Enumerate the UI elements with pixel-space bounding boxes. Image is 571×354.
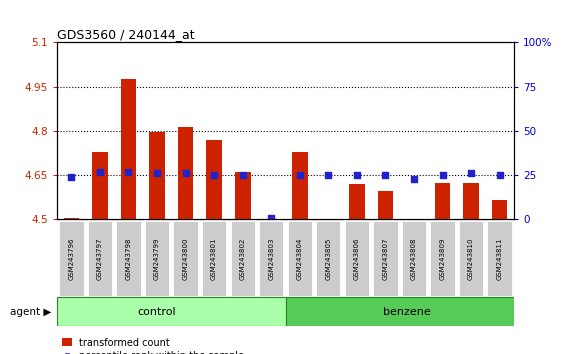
FancyBboxPatch shape xyxy=(459,221,483,296)
Text: GSM243796: GSM243796 xyxy=(69,237,74,280)
Point xyxy=(438,172,447,178)
FancyBboxPatch shape xyxy=(145,221,169,296)
FancyBboxPatch shape xyxy=(202,221,226,296)
Bar xyxy=(149,132,165,219)
Bar xyxy=(92,152,108,219)
FancyBboxPatch shape xyxy=(174,221,198,296)
Text: GSM243799: GSM243799 xyxy=(154,237,160,280)
Bar xyxy=(349,184,365,219)
Legend: transformed count, percentile rank within the sample: transformed count, percentile rank withi… xyxy=(62,338,244,354)
FancyBboxPatch shape xyxy=(345,221,369,296)
Text: GSM243797: GSM243797 xyxy=(97,237,103,280)
Bar xyxy=(492,200,508,219)
Point xyxy=(409,176,419,182)
Point xyxy=(210,172,219,178)
Point xyxy=(124,169,133,175)
Text: GSM243800: GSM243800 xyxy=(183,237,188,280)
Bar xyxy=(435,183,451,219)
FancyBboxPatch shape xyxy=(373,221,397,296)
Bar xyxy=(292,152,308,219)
FancyBboxPatch shape xyxy=(259,221,283,296)
Text: GSM243809: GSM243809 xyxy=(440,237,445,280)
Point xyxy=(67,174,76,180)
Point xyxy=(295,172,304,178)
Point xyxy=(324,172,333,178)
Bar xyxy=(120,79,136,219)
Point xyxy=(181,171,190,176)
Text: GSM243810: GSM243810 xyxy=(468,237,474,280)
Bar xyxy=(463,183,479,219)
Point xyxy=(467,171,476,176)
Text: GSM243807: GSM243807 xyxy=(383,237,388,280)
Text: benzene: benzene xyxy=(383,307,431,316)
Bar xyxy=(377,192,393,219)
Bar xyxy=(57,297,286,326)
FancyBboxPatch shape xyxy=(488,221,512,296)
Text: agent ▶: agent ▶ xyxy=(10,307,51,316)
Text: GDS3560 / 240144_at: GDS3560 / 240144_at xyxy=(57,28,195,41)
Bar xyxy=(63,218,79,219)
Point xyxy=(495,172,504,178)
Text: GSM243802: GSM243802 xyxy=(240,237,246,280)
FancyBboxPatch shape xyxy=(316,221,340,296)
Text: control: control xyxy=(138,307,176,316)
Bar xyxy=(235,172,251,219)
Text: GSM243804: GSM243804 xyxy=(297,237,303,280)
Bar xyxy=(206,140,222,219)
FancyBboxPatch shape xyxy=(59,221,83,296)
Point xyxy=(152,171,162,176)
Bar xyxy=(286,297,528,326)
Bar xyxy=(178,127,194,219)
Point xyxy=(95,169,104,175)
FancyBboxPatch shape xyxy=(402,221,426,296)
FancyBboxPatch shape xyxy=(231,221,255,296)
Text: GSM243798: GSM243798 xyxy=(126,237,131,280)
Point xyxy=(238,172,247,178)
FancyBboxPatch shape xyxy=(88,221,112,296)
FancyBboxPatch shape xyxy=(288,221,312,296)
Text: GSM243805: GSM243805 xyxy=(325,237,331,280)
Text: GSM243801: GSM243801 xyxy=(211,237,217,280)
Text: GSM243808: GSM243808 xyxy=(411,237,417,280)
Text: GSM243803: GSM243803 xyxy=(268,237,274,280)
Point xyxy=(352,172,361,178)
Text: GSM243806: GSM243806 xyxy=(354,237,360,280)
Point xyxy=(267,215,276,221)
FancyBboxPatch shape xyxy=(431,221,455,296)
FancyBboxPatch shape xyxy=(116,221,140,296)
Text: GSM243811: GSM243811 xyxy=(497,237,502,280)
Point xyxy=(381,172,390,178)
